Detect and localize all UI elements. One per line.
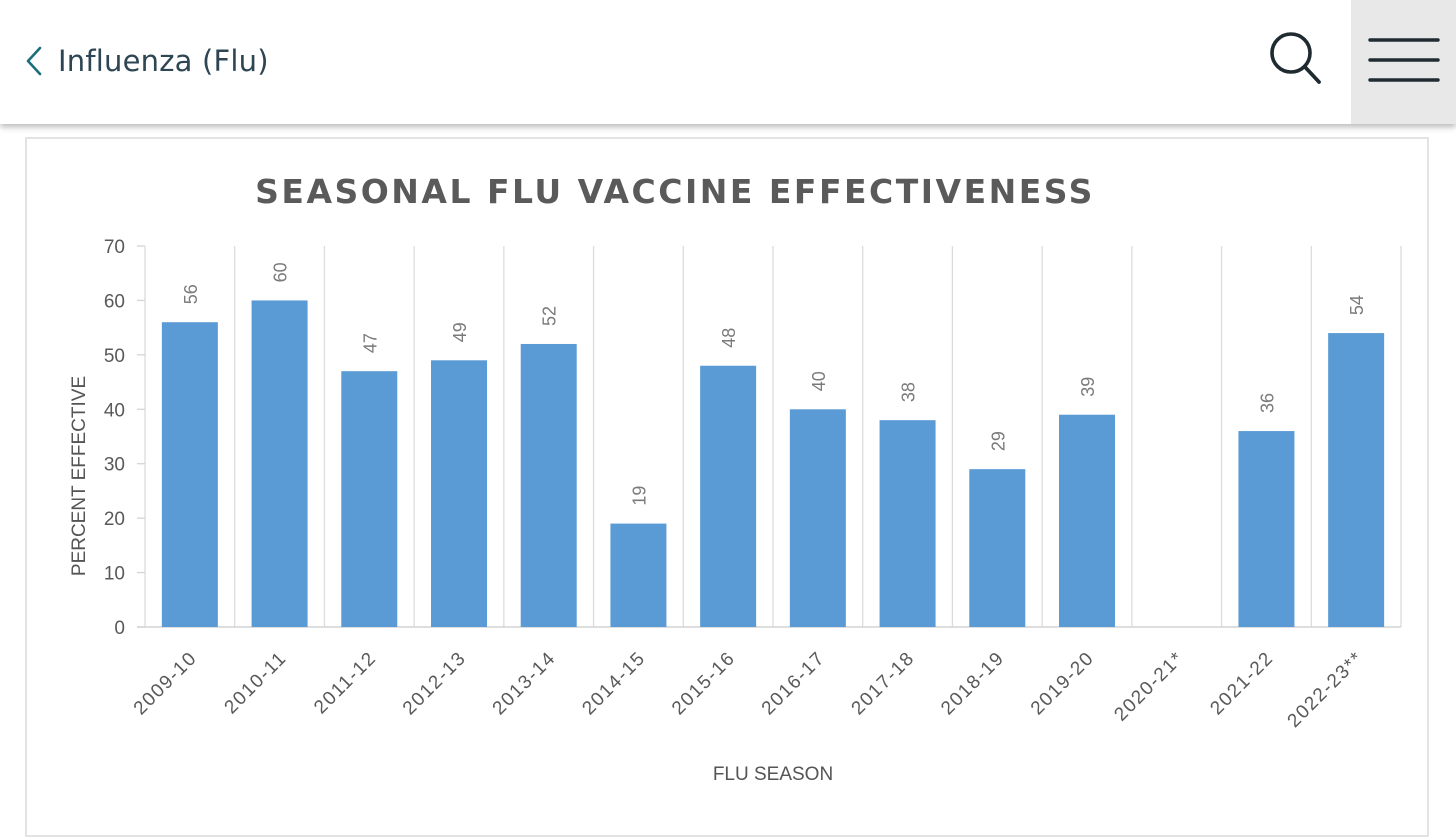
bar-value-label: 47 <box>360 333 380 353</box>
bar[interactable] <box>431 360 487 627</box>
y-tick-label: 20 <box>104 509 125 530</box>
bar-value-label: 54 <box>1347 295 1367 315</box>
x-tick-label: 2011-12 <box>310 648 381 719</box>
bar-value-label: 38 <box>899 382 919 402</box>
x-tick-label: 2015-16 <box>668 648 740 720</box>
x-tick-label: 2009-10 <box>130 648 202 720</box>
x-tick-label: 2019-20 <box>1027 648 1099 720</box>
chart-card: SEASONAL FLU VACCINE EFFECTIVENESS 0 10 20… <box>25 137 1429 837</box>
bar-value-label: 29 <box>988 431 1008 451</box>
y-tick-label: 70 <box>104 237 125 258</box>
bar-value-label: 40 <box>809 371 829 391</box>
x-axis: 2009-10 2010-11 2011-12 2012-13 2013-14 2014-… <box>130 648 1368 732</box>
x-tick-label: 2020-21* <box>1110 648 1188 726</box>
x-tick-label: 2017-18 <box>848 648 920 720</box>
bar[interactable] <box>610 523 667 627</box>
bar-value-label: 39 <box>1078 377 1098 397</box>
bar[interactable] <box>789 409 846 627</box>
x-tick-label: 2021-22 <box>1206 648 1278 720</box>
search-button[interactable] <box>1262 28 1332 94</box>
bar[interactable] <box>161 322 218 627</box>
bar[interactable] <box>700 365 757 627</box>
y-axis: 0 10 20 30 40 50 60 70 <box>104 237 145 639</box>
bar-series: 56 60 47 49 52 19 48 40 38 29 39 36 54 <box>161 262 1385 627</box>
bar-value-label: 49 <box>450 322 470 342</box>
x-tick-label: 2010-11 <box>221 648 292 719</box>
bar[interactable] <box>1059 414 1115 627</box>
bar[interactable] <box>879 420 936 627</box>
y-tick-label: 30 <box>104 455 125 476</box>
bar[interactable] <box>341 371 398 627</box>
bar-value-label: 52 <box>540 306 560 326</box>
menu-button[interactable] <box>1351 0 1456 124</box>
x-tick-label: 2014-15 <box>578 648 650 720</box>
y-tick-label: 0 <box>114 618 125 639</box>
bar-value-label: 56 <box>181 284 201 304</box>
y-tick-label: 10 <box>104 564 125 585</box>
bar[interactable] <box>969 469 1026 627</box>
bar-value-label: 48 <box>719 328 739 348</box>
back-button[interactable]: Influenza (Flu) <box>24 38 269 84</box>
app-header: Influenza (Flu) <box>0 0 1456 124</box>
chevron-left-icon <box>24 45 44 77</box>
x-tick-label: 2018-19 <box>937 648 1009 720</box>
bar-value-label: 36 <box>1257 393 1277 413</box>
bar[interactable] <box>251 300 308 627</box>
bar-value-label: 60 <box>271 262 291 282</box>
hamburger-menu-icon <box>1367 36 1440 89</box>
search-icon <box>1267 29 1327 94</box>
page-title: Influenza (Flu) <box>58 44 269 78</box>
x-tick-label: 2016-17 <box>758 648 830 720</box>
x-tick-label: 2013-14 <box>489 648 561 720</box>
bar[interactable] <box>520 343 577 627</box>
y-tick-label: 40 <box>104 400 125 421</box>
chart-grid <box>137 246 1402 628</box>
bar-chart: SEASONAL FLU VACCINE EFFECTIVENESS 0 10 20… <box>69 172 1402 785</box>
bar[interactable] <box>1328 333 1385 627</box>
chart-title: SEASONAL FLU VACCINE EFFECTIVENESS <box>255 172 1095 211</box>
y-axis-label: PERCENT EFFECTIVE <box>69 376 90 576</box>
x-tick-label: 2012-13 <box>399 648 471 720</box>
y-tick-label: 50 <box>104 346 125 367</box>
y-tick-label: 60 <box>104 291 125 312</box>
bar-value-label: 19 <box>629 486 649 506</box>
x-tick-label: 2022-23** <box>1284 648 1368 732</box>
bar[interactable] <box>1238 431 1295 627</box>
x-axis-label: FLU SEASON <box>713 764 833 785</box>
